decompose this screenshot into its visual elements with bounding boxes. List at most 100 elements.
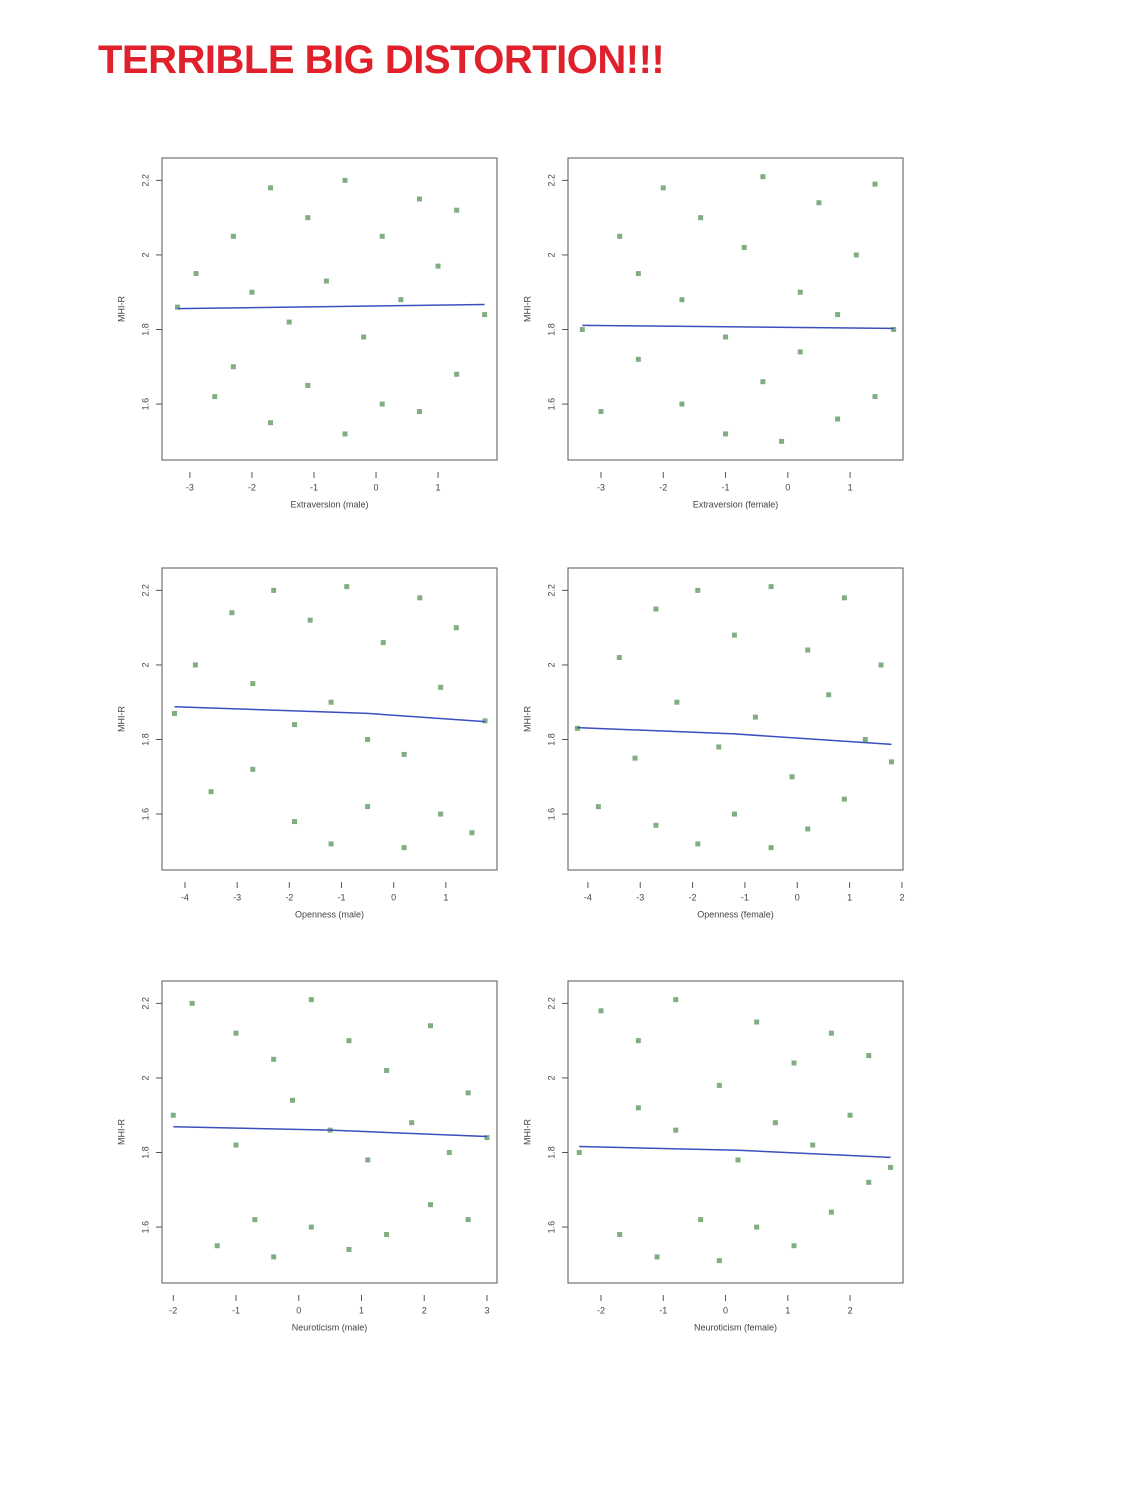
y-tick-label: 2 <box>546 252 556 257</box>
point <box>772 1120 778 1126</box>
point <box>816 200 822 206</box>
point <box>365 1157 371 1163</box>
point <box>797 289 803 295</box>
x-tick-label: -1 <box>232 1305 240 1315</box>
y-axis-label: MHI-R <box>522 706 532 732</box>
y-tick-label: 1.6 <box>546 808 556 821</box>
point <box>891 327 897 333</box>
point <box>617 233 623 239</box>
point <box>635 356 641 362</box>
point <box>810 1142 816 1148</box>
trend-line <box>582 324 894 330</box>
x-tick-label: -3 <box>186 482 194 492</box>
point <box>446 1150 452 1156</box>
point <box>417 595 423 601</box>
x-tick-label: 0 <box>723 1305 728 1315</box>
plot-frame <box>567 157 904 461</box>
point <box>286 319 292 325</box>
point <box>401 751 407 757</box>
y-tick-label: 2 <box>140 252 150 257</box>
point <box>268 185 274 191</box>
point <box>698 1217 704 1223</box>
point <box>214 1243 220 1249</box>
point <box>576 1150 582 1156</box>
trend-line <box>579 1145 891 1159</box>
point <box>695 841 701 847</box>
point <box>660 185 666 191</box>
x-tick-label: 1 <box>359 1305 364 1315</box>
point <box>805 826 811 832</box>
y-tick-label: 2.2 <box>140 584 150 597</box>
point <box>805 647 811 653</box>
point <box>361 334 367 340</box>
point <box>346 1038 352 1044</box>
point <box>847 1112 853 1118</box>
x-tick-label: 3 <box>484 1305 489 1315</box>
trend-line <box>173 1126 487 1138</box>
y-tick-label: 1.6 <box>140 808 150 821</box>
point <box>752 714 758 720</box>
y-axis-label: MHI-R <box>522 1119 532 1145</box>
point <box>307 617 313 623</box>
x-tick-label: 1 <box>436 482 441 492</box>
y-tick-label: 1.8 <box>546 733 556 746</box>
point <box>230 233 236 239</box>
point <box>828 1030 834 1036</box>
x-tick-label: -2 <box>285 892 293 902</box>
point <box>484 1135 490 1141</box>
point <box>673 1127 679 1133</box>
point <box>292 722 298 728</box>
x-axis-label: Openness (male) <box>295 909 364 919</box>
point <box>841 796 847 802</box>
point <box>653 822 659 828</box>
x-tick-label: -2 <box>169 1305 177 1315</box>
x-tick-label: -2 <box>597 1305 605 1315</box>
plot-frame <box>567 980 904 1284</box>
point <box>797 349 803 355</box>
y-tick-label: 1.8 <box>140 323 150 336</box>
y-tick-label: 1.6 <box>546 1221 556 1234</box>
x-axis-label: Extraversion (female) <box>693 499 779 509</box>
point <box>428 1023 434 1029</box>
y-tick-label: 2.2 <box>140 174 150 187</box>
point <box>409 1120 415 1126</box>
x-tick-label: 0 <box>785 482 790 492</box>
point <box>741 244 747 250</box>
point <box>230 364 236 370</box>
trend-line <box>174 705 486 723</box>
point <box>380 640 386 646</box>
x-axis-label: Extraversion (male) <box>290 499 368 509</box>
x-axis-label: Openness (female) <box>697 909 774 919</box>
x-tick-label: -3 <box>233 892 241 902</box>
point <box>674 699 680 705</box>
point <box>723 431 729 437</box>
x-tick-label: -1 <box>741 892 749 902</box>
x-tick-label: 0 <box>391 892 396 902</box>
point <box>170 1112 176 1118</box>
y-tick-label: 1.8 <box>140 1146 150 1159</box>
x-tick-label: -2 <box>248 482 256 492</box>
point <box>346 1246 352 1252</box>
y-tick-label: 1.8 <box>546 1146 556 1159</box>
x-axis-label: Neuroticism (male) <box>292 1322 368 1332</box>
point <box>249 289 255 295</box>
point <box>342 177 348 183</box>
point <box>289 1097 295 1103</box>
x-tick-label: -2 <box>659 482 667 492</box>
point <box>866 1179 872 1185</box>
point <box>598 1008 604 1014</box>
point <box>428 1202 434 1208</box>
x-tick-label: 0 <box>296 1305 301 1315</box>
point <box>654 1254 660 1260</box>
x-tick-label: 1 <box>848 482 853 492</box>
y-axis-label: MHI-R <box>116 1119 126 1145</box>
x-tick-label: 1 <box>785 1305 790 1315</box>
point <box>453 625 459 631</box>
point <box>878 662 884 668</box>
point <box>635 1105 641 1111</box>
point <box>465 1217 471 1223</box>
plot-frame <box>567 567 904 871</box>
point <box>598 409 604 415</box>
point <box>731 811 737 817</box>
point <box>866 1053 872 1059</box>
